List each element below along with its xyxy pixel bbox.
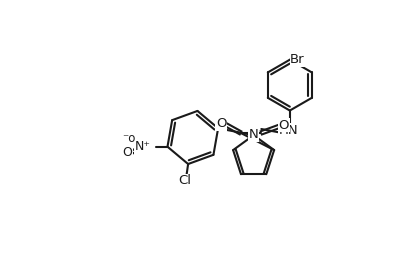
Text: Cl: Cl	[179, 174, 192, 188]
Text: N: N	[249, 128, 258, 141]
Text: HN: HN	[278, 124, 298, 137]
Text: Br: Br	[290, 53, 305, 66]
Text: ⁻o: ⁻o	[122, 132, 136, 146]
Text: O: O	[278, 119, 289, 132]
Text: O: O	[216, 117, 227, 130]
Text: O: O	[123, 146, 132, 159]
Text: N⁺: N⁺	[135, 140, 151, 153]
